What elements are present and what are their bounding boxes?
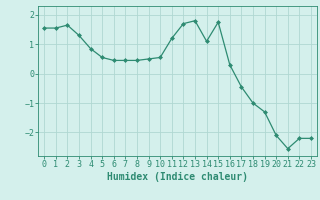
- X-axis label: Humidex (Indice chaleur): Humidex (Indice chaleur): [107, 172, 248, 182]
